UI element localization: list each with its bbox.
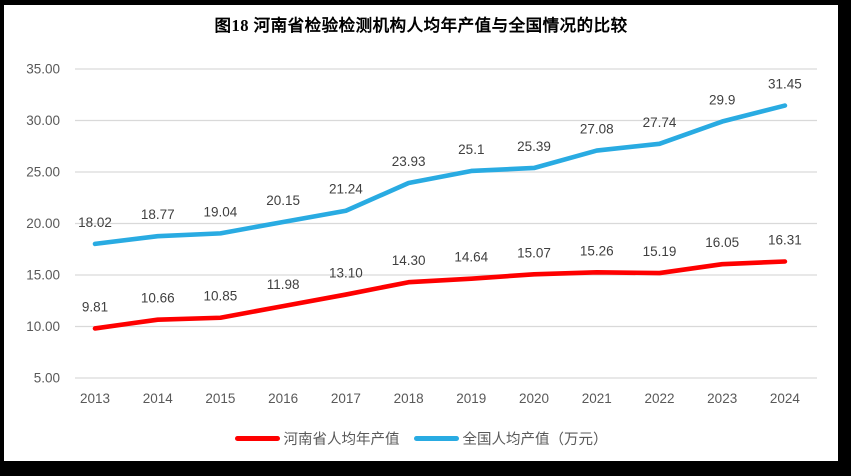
x-axis-label: 2018 <box>394 391 424 406</box>
y-tick-label: 35.00 <box>26 62 60 77</box>
series-line-henan <box>92 259 788 331</box>
data-label-national: 25.39 <box>517 139 551 154</box>
data-label-henan: 15.26 <box>580 243 614 258</box>
legend-swatch-national-line <box>413 436 459 441</box>
data-label-henan: 16.31 <box>768 233 802 248</box>
x-axis-label: 2021 <box>582 391 612 406</box>
legend-swatch-henan-line <box>234 436 280 441</box>
data-label-henan: 10.85 <box>204 289 238 304</box>
x-axis-label: 2017 <box>331 391 361 406</box>
data-label-henan: 11.98 <box>267 277 300 292</box>
data-label-henan: 9.81 <box>82 299 108 314</box>
chart-canvas: 图18 河南省检验检测机构人均年产值与全国情况的比较 35.00 30.00 25.… <box>4 5 838 461</box>
x-axis-label: 2015 <box>205 391 235 406</box>
data-label-national: 27.74 <box>643 115 677 130</box>
data-label-national: 20.15 <box>266 193 300 208</box>
data-label-national: 18.02 <box>78 215 112 230</box>
data-label-national: 23.93 <box>392 154 426 169</box>
series-line-national <box>92 103 788 247</box>
data-label-henan: 14.30 <box>392 253 426 268</box>
y-tick-label: 10.00 <box>26 319 60 334</box>
chart-legend: 河南省人均年产值 全国人均产值（万元） <box>4 428 838 449</box>
data-label-henan: 15.19 <box>643 244 677 259</box>
legend-item-national: 全国人均产值（万元） <box>413 428 608 449</box>
y-tick-label: 20.00 <box>26 216 60 231</box>
x-axis-label: 2013 <box>80 391 110 406</box>
x-axis-label: 2019 <box>456 391 486 406</box>
x-axis-label: 2014 <box>143 391 174 406</box>
y-tick-label: 5.00 <box>34 371 60 386</box>
data-label-henan: 14.64 <box>454 250 488 265</box>
chart-title: 图18 河南省检验检测机构人均年产值与全国情况的比较 <box>214 16 628 35</box>
data-label-national: 29.9 <box>709 93 735 108</box>
y-tick-label: 25.00 <box>26 165 60 180</box>
data-label-henan: 16.05 <box>705 235 739 250</box>
data-label-national: 18.77 <box>141 207 175 222</box>
x-axis-label: 2020 <box>519 391 549 406</box>
data-label-national: 19.04 <box>204 204 238 219</box>
x-axis-label: 2023 <box>707 391 737 406</box>
data-label-national: 21.24 <box>329 182 363 197</box>
x-axis-label: 2024 <box>770 391 801 406</box>
legend-item-henan: 河南省人均年产值 <box>234 428 400 449</box>
x-axis-label: 2016 <box>268 391 298 406</box>
x-axis-label: 2022 <box>644 391 674 406</box>
data-label-national: 27.08 <box>580 122 614 137</box>
data-label-henan: 13.10 <box>329 266 363 281</box>
data-label-national: 25.1 <box>458 142 484 157</box>
y-tick-label: 15.00 <box>26 268 60 283</box>
data-label-national: 31.45 <box>768 77 802 92</box>
line-chart-plot: 35.00 30.00 25.00 20.00 15.00 10.00 5.00 2013 20… <box>26 62 817 406</box>
y-tick-label: 30.00 <box>26 113 60 128</box>
data-label-henan: 10.66 <box>141 291 175 306</box>
legend-label-national: 全国人均产值（万元） <box>462 432 608 448</box>
data-label-henan: 15.07 <box>517 245 551 260</box>
legend-label-henan: 河南省人均年产值 <box>283 432 400 448</box>
